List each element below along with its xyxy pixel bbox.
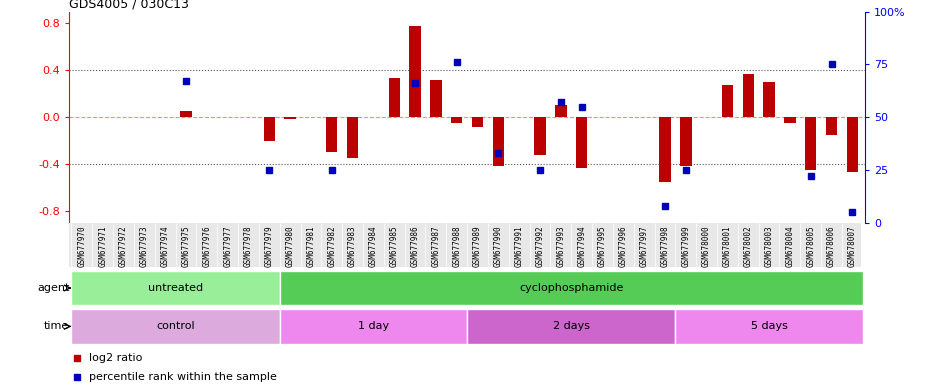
Bar	[846, 117, 858, 172]
Text: GSM677975: GSM677975	[181, 225, 191, 266]
Text: GSM677988: GSM677988	[452, 225, 462, 266]
Text: GSM678000: GSM678000	[702, 225, 711, 266]
Bar	[680, 117, 692, 166]
Text: GSM677985: GSM677985	[389, 225, 399, 266]
Text: GSM678006: GSM678006	[827, 225, 836, 266]
Text: GSM678003: GSM678003	[765, 225, 773, 266]
Text: GSM677998: GSM677998	[660, 225, 670, 266]
Bar	[722, 86, 734, 117]
Bar	[264, 117, 275, 141]
Text: GSM677993: GSM677993	[556, 225, 565, 266]
Text: GSM677984: GSM677984	[369, 225, 378, 266]
Text: GSM678007: GSM678007	[848, 225, 857, 266]
Text: GDS4005 / 030C13: GDS4005 / 030C13	[69, 0, 190, 10]
Bar	[576, 117, 587, 167]
Text: GSM677994: GSM677994	[577, 225, 586, 266]
Text: GSM677978: GSM677978	[244, 225, 253, 266]
Bar	[555, 105, 566, 117]
FancyBboxPatch shape	[675, 309, 863, 344]
Text: GSM677995: GSM677995	[598, 225, 607, 266]
Text: GSM677986: GSM677986	[411, 225, 420, 266]
Text: GSM677983: GSM677983	[348, 225, 357, 266]
Bar	[805, 117, 817, 170]
Text: GSM677992: GSM677992	[536, 225, 545, 266]
Bar	[180, 111, 191, 117]
Text: log2 ratio: log2 ratio	[89, 353, 142, 363]
Text: 1 day: 1 day	[358, 321, 389, 331]
Text: GSM677989: GSM677989	[473, 225, 482, 266]
Text: GSM677979: GSM677979	[265, 225, 274, 266]
Bar	[826, 117, 837, 135]
Bar	[388, 78, 400, 117]
Bar	[326, 117, 338, 152]
Text: GSM678005: GSM678005	[807, 225, 815, 266]
FancyBboxPatch shape	[69, 223, 860, 267]
Bar	[472, 117, 483, 126]
Text: GSM677974: GSM677974	[161, 225, 169, 266]
Bar	[743, 74, 754, 117]
Text: GSM677982: GSM677982	[327, 225, 337, 266]
Text: 2 days: 2 days	[553, 321, 590, 331]
Bar	[284, 117, 296, 119]
Text: GSM677980: GSM677980	[286, 225, 295, 266]
Text: GSM677977: GSM677977	[223, 225, 232, 266]
Text: GSM677997: GSM677997	[639, 225, 648, 266]
Text: GSM678002: GSM678002	[744, 225, 753, 266]
Bar	[763, 82, 775, 117]
Text: GSM677970: GSM677970	[78, 225, 86, 266]
Text: GSM677981: GSM677981	[306, 225, 315, 266]
Text: control: control	[156, 321, 195, 331]
FancyBboxPatch shape	[279, 309, 467, 344]
Text: cyclophosphamide: cyclophosphamide	[519, 283, 623, 293]
Bar	[451, 117, 462, 123]
Bar	[493, 117, 504, 166]
Text: GSM677991: GSM677991	[514, 225, 524, 266]
FancyBboxPatch shape	[71, 309, 279, 344]
Text: GSM677996: GSM677996	[619, 225, 628, 266]
Bar	[660, 117, 671, 182]
Text: GSM677971: GSM677971	[98, 225, 107, 266]
FancyBboxPatch shape	[279, 271, 863, 305]
Text: GSM677999: GSM677999	[682, 225, 690, 266]
Bar	[430, 79, 441, 117]
Text: time: time	[44, 321, 69, 331]
FancyBboxPatch shape	[467, 309, 675, 344]
Bar	[535, 117, 546, 155]
FancyBboxPatch shape	[71, 271, 279, 305]
Text: agent: agent	[37, 283, 69, 293]
Text: 5 days: 5 days	[751, 321, 787, 331]
Text: percentile rank within the sample: percentile rank within the sample	[89, 372, 278, 382]
Text: GSM678004: GSM678004	[785, 225, 795, 266]
Bar	[347, 117, 358, 158]
Text: GSM677990: GSM677990	[494, 225, 503, 266]
Text: untreated: untreated	[148, 283, 204, 293]
Text: GSM678001: GSM678001	[723, 225, 732, 266]
Bar	[410, 26, 421, 117]
Text: GSM677987: GSM677987	[431, 225, 440, 266]
Text: GSM677976: GSM677976	[203, 225, 211, 266]
Text: GSM677972: GSM677972	[119, 225, 128, 266]
Bar	[784, 117, 796, 123]
Text: GSM677973: GSM677973	[140, 225, 149, 266]
